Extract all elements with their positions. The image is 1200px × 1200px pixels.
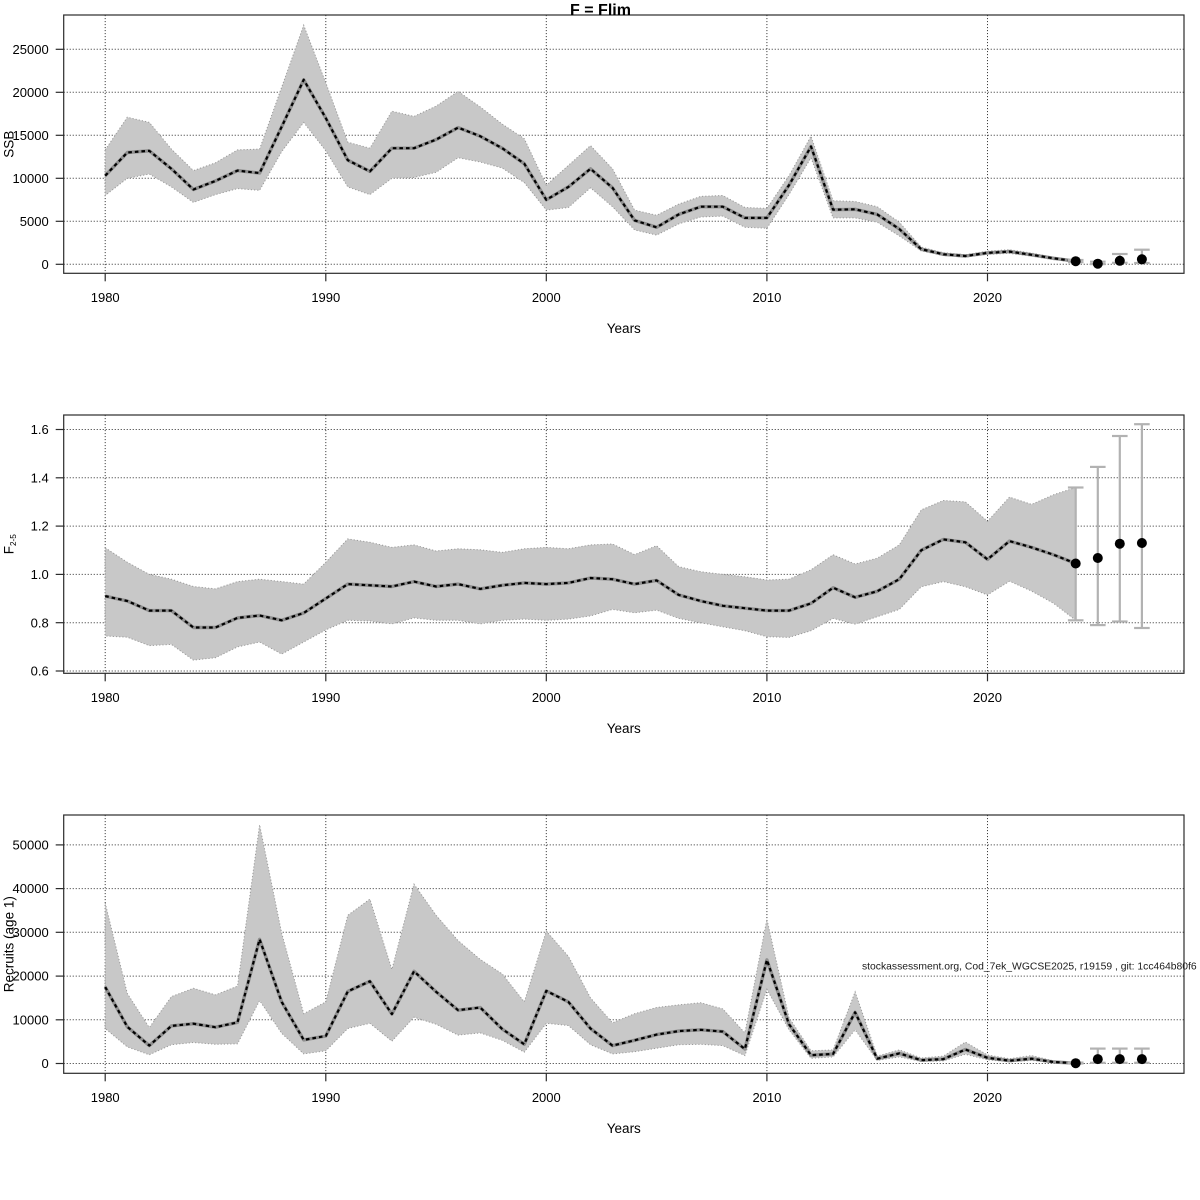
svg-text:5000: 5000	[20, 214, 49, 229]
svg-text:20000: 20000	[13, 85, 49, 100]
svg-text:1.0: 1.0	[31, 567, 49, 582]
svg-text:25000: 25000	[13, 42, 49, 57]
svg-text:0.6: 0.6	[31, 664, 49, 679]
svg-text:2010: 2010	[752, 290, 781, 305]
svg-text:10000: 10000	[13, 1012, 49, 1027]
svg-text:1.2: 1.2	[31, 519, 49, 534]
svg-text:1.6: 1.6	[31, 422, 49, 437]
svg-text:F = Flim: F = Flim	[570, 2, 631, 19]
svg-text:SSB: SSB	[1, 131, 16, 158]
svg-text:1980: 1980	[91, 1090, 120, 1105]
svg-text:1990: 1990	[311, 1090, 340, 1105]
svg-text:Years: Years	[607, 721, 641, 736]
svg-text:50000: 50000	[13, 838, 49, 853]
svg-text:Recruits (age 1): Recruits (age 1)	[1, 896, 16, 992]
svg-text:Years: Years	[607, 321, 641, 336]
svg-text:0.8: 0.8	[31, 615, 49, 630]
svg-text:40000: 40000	[13, 881, 49, 896]
svg-text:1980: 1980	[91, 690, 120, 705]
svg-text:stockassessment.org, Cod_7ek_W: stockassessment.org, Cod_7ek_WGCSE2025, …	[862, 962, 1197, 973]
svg-text:2000: 2000	[532, 290, 561, 305]
svg-text:2010: 2010	[752, 1090, 781, 1105]
svg-text:1990: 1990	[311, 690, 340, 705]
svg-text:1990: 1990	[311, 290, 340, 305]
svg-text:1.4: 1.4	[31, 470, 49, 485]
svg-text:0: 0	[41, 1056, 48, 1071]
svg-text:20000: 20000	[13, 969, 49, 984]
svg-text:2020: 2020	[973, 290, 1002, 305]
svg-text:2020: 2020	[973, 1090, 1002, 1105]
svg-text:30000: 30000	[13, 925, 49, 940]
svg-text:2010: 2010	[752, 690, 781, 705]
svg-text:15000: 15000	[13, 128, 49, 143]
svg-text:2020: 2020	[973, 690, 1002, 705]
svg-text:Years: Years	[607, 1121, 641, 1136]
svg-text:0: 0	[41, 257, 48, 272]
svg-text:2000: 2000	[532, 1090, 561, 1105]
svg-text:2000: 2000	[532, 690, 561, 705]
svg-text:1980: 1980	[91, 290, 120, 305]
svg-text:10000: 10000	[13, 171, 49, 186]
